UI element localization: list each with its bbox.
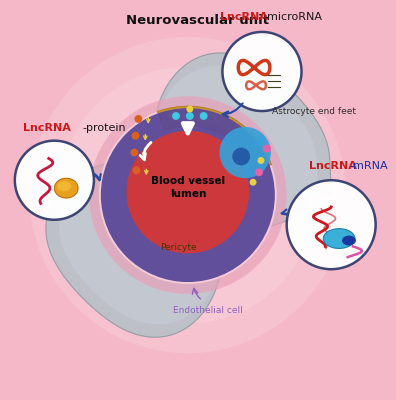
Text: -protein: -protein [82, 123, 126, 133]
Wedge shape [157, 106, 271, 171]
Ellipse shape [323, 229, 355, 248]
Circle shape [131, 148, 138, 156]
Circle shape [219, 127, 271, 178]
Circle shape [232, 148, 250, 165]
Text: Neurovascular unit: Neurovascular unit [126, 14, 269, 26]
Circle shape [172, 112, 180, 120]
Polygon shape [59, 66, 318, 324]
Circle shape [187, 106, 193, 112]
Circle shape [186, 112, 194, 120]
Circle shape [255, 168, 263, 176]
Circle shape [30, 37, 346, 353]
Text: LncRNA: LncRNA [23, 123, 70, 133]
Circle shape [287, 180, 376, 269]
Circle shape [59, 66, 316, 324]
Circle shape [15, 141, 94, 220]
Text: LncRNA: LncRNA [309, 161, 357, 171]
Circle shape [127, 131, 249, 253]
Circle shape [200, 112, 208, 120]
Circle shape [249, 179, 257, 186]
Text: Blood vessel
lumen: Blood vessel lumen [151, 176, 225, 199]
Circle shape [223, 32, 301, 111]
Circle shape [135, 115, 142, 123]
Circle shape [131, 132, 139, 140]
Ellipse shape [57, 181, 71, 191]
Ellipse shape [253, 135, 265, 146]
Circle shape [89, 96, 287, 294]
Text: -mRNA: -mRNA [349, 161, 388, 171]
Text: LncRNA: LncRNA [221, 12, 268, 22]
Ellipse shape [342, 236, 356, 246]
Ellipse shape [54, 178, 78, 198]
Circle shape [89, 96, 287, 294]
Circle shape [263, 145, 271, 152]
Text: Endothelial cell: Endothelial cell [173, 306, 242, 315]
Circle shape [133, 166, 140, 174]
Circle shape [99, 106, 277, 284]
Text: Pericyte: Pericyte [160, 243, 196, 252]
Text: Astrocyte end feet: Astrocyte end feet [272, 106, 356, 116]
Text: -microRNA: -microRNA [264, 12, 323, 22]
Circle shape [257, 157, 265, 164]
Circle shape [101, 108, 275, 282]
Wedge shape [166, 108, 263, 161]
Polygon shape [46, 53, 331, 337]
